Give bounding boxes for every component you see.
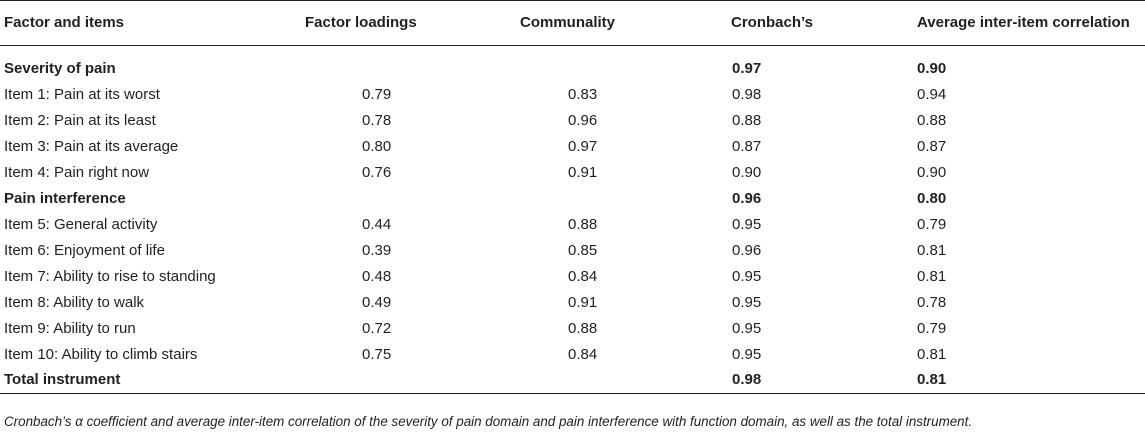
cell-factor-loading: 0.44: [362, 216, 392, 233]
cell-factor-loading: [305, 186, 520, 212]
table-row: Item 4: Pain right now 0.76 0.91 0.90 0.…: [0, 160, 1145, 186]
cell-average-correlation: 0.87: [917, 138, 947, 155]
cell-communality: 0.91: [568, 294, 598, 311]
row-label: Item 8: Ability to walk: [4, 294, 145, 311]
cell-cronbach: 0.95: [732, 346, 762, 363]
row-label: Severity of pain: [4, 60, 116, 78]
cell-average-correlation: 0.79: [917, 216, 947, 233]
cell-factor-loading: 0.39: [362, 242, 392, 259]
cell-factor-loading: [305, 367, 520, 394]
header-communality: Communality: [520, 0, 731, 46]
cell-communality: 0.97: [568, 138, 598, 155]
cell-factor-loading: 0.80: [362, 138, 392, 155]
cell-communality: [520, 186, 731, 212]
cell-communality: 0.88: [568, 320, 598, 337]
cell-communality: 0.91: [568, 164, 598, 181]
header-average-inter-item-correlation: Average inter-item correlation: [917, 0, 1145, 46]
cell-cronbach: 0.88: [732, 112, 762, 129]
cell-average-correlation: 0.81: [917, 268, 947, 285]
cell-communality: 0.83: [568, 86, 598, 103]
cell-cronbach: 0.87: [732, 138, 762, 155]
cell-communality: 0.84: [568, 346, 598, 363]
table-row: Item 6: Enjoyment of life 0.39 0.85 0.96…: [0, 238, 1145, 264]
cell-cronbach: 0.98: [732, 86, 762, 103]
table-row: Item 5: General activity 0.44 0.88 0.95 …: [0, 212, 1145, 238]
cell-communality: [520, 46, 731, 82]
cell-average-correlation: 0.81: [917, 346, 947, 363]
cell-factor-loading: 0.79: [362, 86, 392, 103]
cell-average-correlation: 0.94: [917, 86, 947, 103]
row-label: Item 2: Pain at its least: [4, 112, 156, 129]
cell-factor-loading: 0.75: [362, 346, 392, 363]
cell-average-correlation: 0.90: [917, 60, 947, 78]
table-row: Total instrument 0.98 0.81: [0, 367, 1145, 394]
cell-average-correlation: 0.81: [917, 367, 1145, 394]
row-label: Item 1: Pain at its worst: [4, 86, 160, 103]
row-label: Item 10: Ability to climb stairs: [4, 346, 198, 363]
row-label: Item 7: Ability to rise to standing: [4, 268, 216, 285]
header-factor-and-items: Factor and items: [0, 0, 305, 46]
table-row: Item 8: Ability to walk 0.49 0.91 0.95 0…: [0, 290, 1145, 316]
header-factor-loadings: Factor loadings: [305, 0, 520, 46]
table-row: Item 1: Pain at its worst 0.79 0.83 0.98…: [0, 82, 1145, 108]
row-label: Total instrument: [0, 367, 305, 394]
cell-factor-loading: 0.78: [362, 112, 392, 129]
cell-factor-loading: [305, 46, 520, 82]
cell-communality: [520, 367, 731, 394]
table-row: Item 7: Ability to rise to standing 0.48…: [0, 264, 1145, 290]
cell-communality: 0.88: [568, 216, 598, 233]
table-body: Severity of pain 0.97 0.90 Item 1: Pain …: [0, 46, 1145, 394]
table-row: Item 2: Pain at its least 0.78 0.96 0.88…: [0, 108, 1145, 134]
cell-average-correlation: 0.88: [917, 112, 947, 129]
cell-cronbach: 0.90: [732, 164, 762, 181]
table-row: Item 9: Ability to run 0.72 0.88 0.95 0.…: [0, 316, 1145, 342]
cell-communality: 0.85: [568, 242, 598, 259]
cell-communality: 0.84: [568, 268, 598, 285]
cell-cronbach: 0.97: [732, 60, 762, 78]
row-label: Item 9: Ability to run: [4, 320, 136, 337]
header-row: Factor and items Factor loadings Communa…: [0, 0, 1145, 46]
cell-cronbach: 0.95: [732, 268, 762, 285]
row-label: Pain interference: [4, 190, 126, 207]
cell-cronbach: 0.96: [732, 190, 762, 207]
data-table: Factor and items Factor loadings Communa…: [0, 0, 1145, 394]
cell-average-correlation: 0.80: [917, 190, 947, 207]
table-row: Item 10: Ability to climb stairs 0.75 0.…: [0, 342, 1145, 368]
cell-average-correlation: 0.78: [917, 294, 947, 311]
table-caption: Cronbach’s α coefficient and average int…: [4, 414, 973, 429]
row-label: Item 5: General activity: [4, 216, 158, 233]
cell-communality: 0.96: [568, 112, 598, 129]
cell-average-correlation: 0.79: [917, 320, 947, 337]
cell-average-correlation: 0.90: [917, 164, 947, 181]
cell-factor-loading: 0.76: [362, 164, 392, 181]
cell-cronbach: 0.96: [732, 242, 762, 259]
cell-factor-loading: 0.72: [362, 320, 392, 337]
row-label: Item 6: Enjoyment of life: [4, 242, 165, 259]
cell-cronbach: 0.95: [732, 216, 762, 233]
cell-cronbach: 0.95: [732, 320, 762, 337]
cell-factor-loading: 0.49: [362, 294, 392, 311]
cell-cronbach: 0.95: [732, 294, 762, 311]
table-header: Factor and items Factor loadings Communa…: [0, 0, 1145, 46]
table-row: Severity of pain 0.97 0.90: [0, 46, 1145, 82]
table-row: Item 3: Pain at its average 0.80 0.97 0.…: [0, 134, 1145, 160]
cell-average-correlation: 0.81: [917, 242, 947, 259]
table-row: Pain interference 0.96 0.80: [0, 186, 1145, 212]
cell-cronbach: 0.98: [731, 367, 917, 394]
cell-factor-loading: 0.48: [362, 268, 392, 285]
row-label: Item 3: Pain at its average: [4, 138, 179, 155]
row-label: Item 4: Pain right now: [4, 164, 150, 181]
header-cronbach: Cronbach’s: [731, 0, 917, 46]
